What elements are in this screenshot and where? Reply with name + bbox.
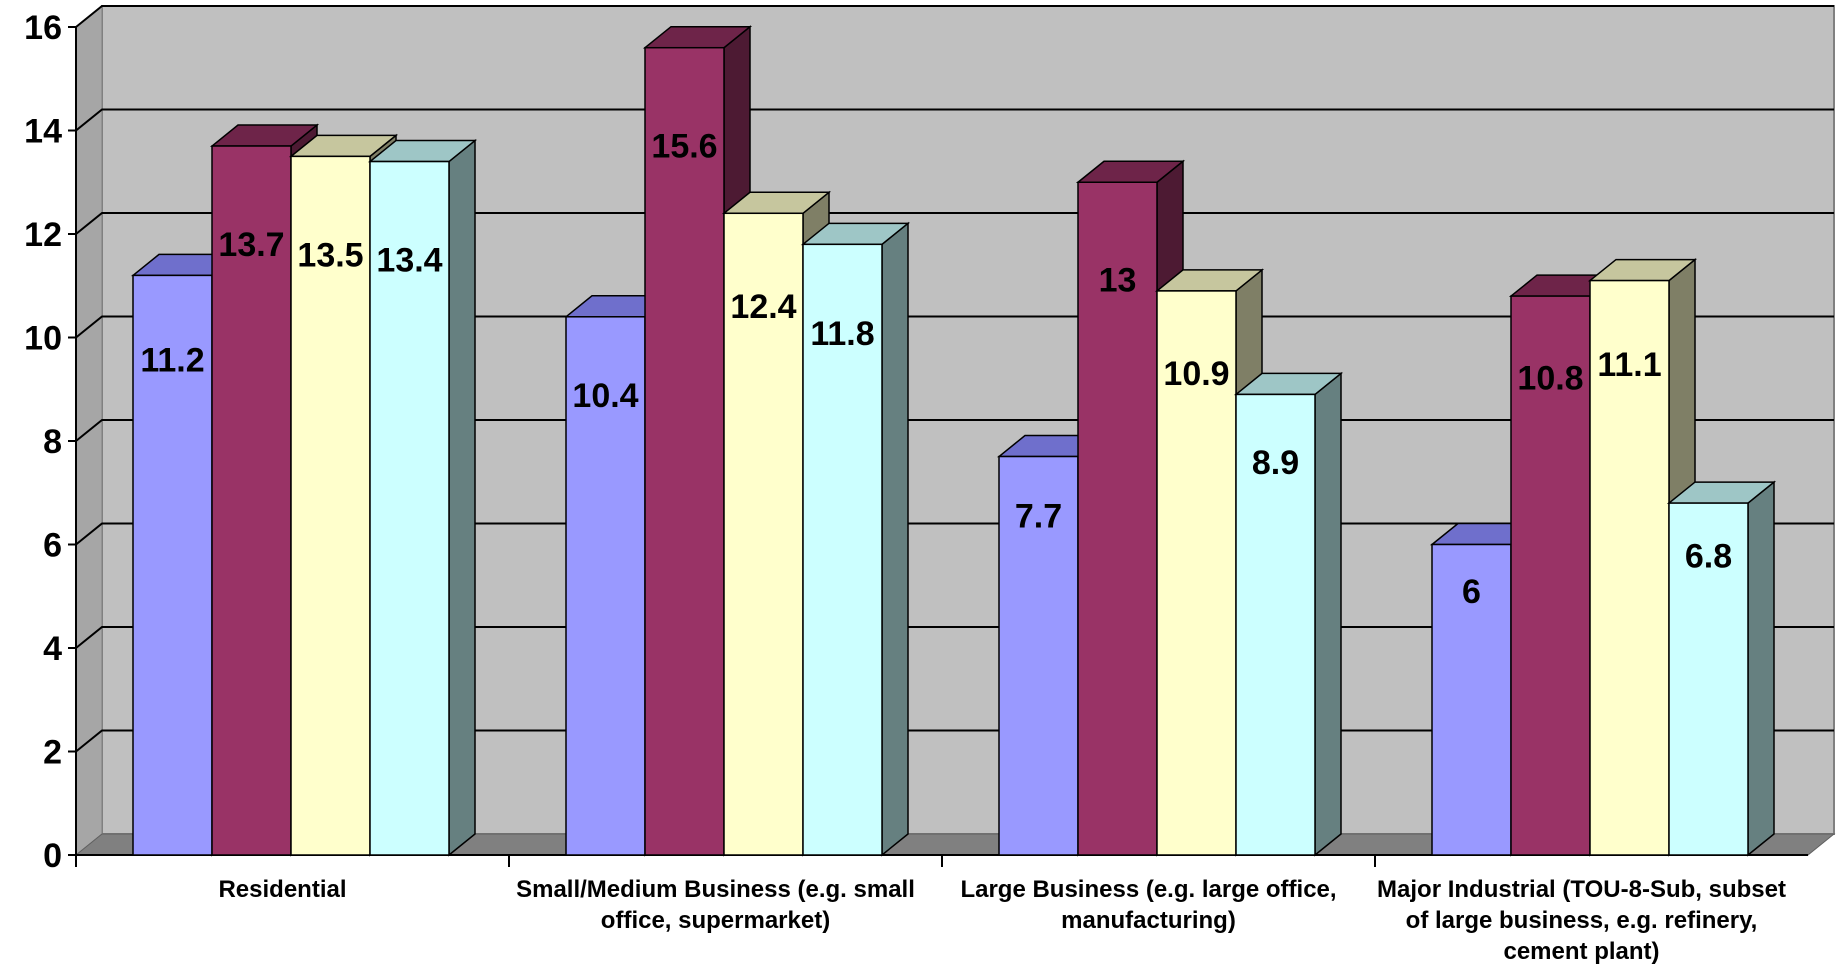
data-label: 6 (1462, 573, 1481, 611)
y-tick-label: 0 (43, 837, 62, 875)
x-tick-label: manufacturing) (1061, 907, 1236, 934)
y-tick-label: 4 (43, 630, 62, 668)
data-label: 12.4 (730, 288, 796, 326)
y-tick-label: 10 (24, 320, 62, 358)
bar-side (1747, 480, 1775, 857)
gridline (75, 5, 1834, 28)
data-label: 7.7 (1015, 497, 1062, 535)
data-label: 13 (1099, 261, 1137, 299)
bar-side (448, 138, 476, 857)
bar (644, 46, 725, 856)
gridline (75, 212, 1834, 235)
y-tick-label: 8 (43, 423, 62, 461)
data-label: 11.1 (1597, 346, 1661, 384)
data-label: 15.6 (651, 128, 717, 166)
data-label: 10.4 (572, 377, 638, 415)
bar (1235, 393, 1316, 856)
data-label: 11.2 (140, 342, 204, 380)
bar (132, 274, 213, 856)
data-label: 13.5 (297, 236, 363, 274)
bar (369, 160, 450, 856)
data-label: 10.8 (1517, 359, 1583, 397)
y-tick-label: 12 (24, 216, 62, 254)
data-label: 13.7 (218, 226, 284, 264)
bar-side (881, 221, 909, 857)
gridline (75, 108, 1834, 132)
bar (802, 243, 883, 856)
bar (1077, 181, 1158, 856)
bar (1589, 279, 1670, 856)
y-tick-label: 6 (43, 527, 62, 565)
data-label: 6.8 (1685, 537, 1732, 575)
x-tick-label: cement plant) (1503, 938, 1659, 965)
x-tick-label: Small/Medium Business (e.g. small (516, 876, 915, 903)
y-tick-label: 16 (24, 9, 62, 47)
data-label: 8.9 (1252, 444, 1299, 482)
bar (1668, 502, 1749, 856)
bar (1510, 295, 1591, 856)
x-tick-label: Residential (218, 876, 346, 903)
y-tick-label: 2 (43, 734, 62, 772)
x-tick-label: Large Business (e.g. large office, (960, 876, 1336, 903)
bar (1431, 543, 1512, 856)
x-tick-label: Major Industrial (TOU-8-Sub, subset (1377, 876, 1786, 903)
data-label: 10.9 (1163, 355, 1229, 393)
bar (290, 155, 371, 856)
data-label: 11.8 (810, 315, 874, 353)
x-tick-label: of large business, e.g. refinery, (1406, 907, 1758, 934)
bar (565, 316, 646, 856)
bar (211, 145, 292, 856)
data-label: 13.4 (376, 242, 442, 280)
x-tick-label: office, supermarket) (601, 907, 830, 934)
bar (723, 212, 804, 856)
bar (1156, 290, 1237, 856)
y-tick-label: 14 (24, 113, 62, 151)
bar-side (1314, 371, 1342, 857)
